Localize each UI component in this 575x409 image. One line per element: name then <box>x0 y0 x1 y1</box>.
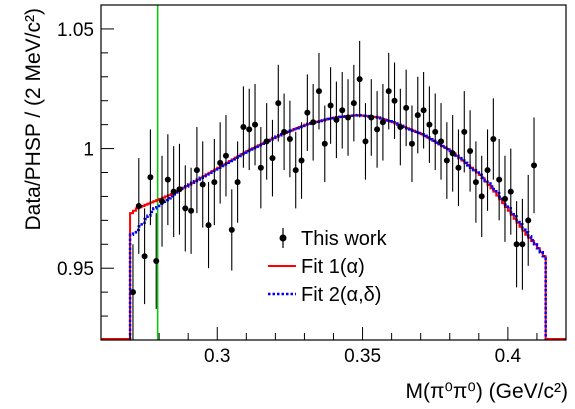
data-point <box>403 104 410 111</box>
data-point <box>240 124 247 131</box>
data-point <box>368 114 375 121</box>
data-point <box>449 150 456 157</box>
data-point <box>455 164 462 171</box>
x-tick-label: 0.3 <box>204 346 230 367</box>
data-point <box>525 217 532 224</box>
data-point <box>257 164 264 171</box>
y-axis-title: Data/PHSP / (2 MeV/c²) <box>22 8 45 231</box>
data-point <box>420 107 427 114</box>
data-point <box>129 289 136 296</box>
data-point <box>513 241 520 248</box>
data-point <box>385 88 392 95</box>
legend-label-data: This work <box>301 228 388 250</box>
data-point <box>408 140 415 147</box>
data-point <box>496 176 503 183</box>
data-point <box>472 179 479 186</box>
data-point <box>135 203 142 209</box>
data-point <box>461 128 468 135</box>
data-point <box>170 188 177 195</box>
data-point <box>490 136 497 142</box>
legend: This work Fit 1(α) Fit 2(α,δ) <box>268 228 388 306</box>
data-point <box>467 147 474 154</box>
data-point <box>298 157 305 164</box>
data-point <box>176 186 183 193</box>
data-point <box>327 102 334 109</box>
data-point <box>292 167 299 174</box>
data-point <box>350 100 357 107</box>
data-point <box>519 241 526 248</box>
data-point <box>391 97 398 104</box>
data-point <box>507 188 514 195</box>
data-point <box>397 124 404 131</box>
data-point <box>339 107 346 114</box>
data-point <box>147 174 154 181</box>
data-point <box>269 155 276 162</box>
data-point <box>217 159 224 166</box>
axes: 0.3 0.35 0.4 0.95 1 1.05 <box>57 4 567 367</box>
y-tick-label: 1.05 <box>57 20 94 41</box>
data-point <box>443 157 450 164</box>
data-point <box>228 226 235 233</box>
data-point <box>321 140 328 147</box>
legend-label-fit1: Fit 1(α) <box>301 256 365 278</box>
data-point <box>374 126 381 133</box>
data-point <box>182 205 189 212</box>
data-point <box>362 138 369 145</box>
data-point <box>252 121 259 128</box>
data-point <box>222 152 229 159</box>
data-point <box>193 167 200 174</box>
x-tick-label: 0.35 <box>344 346 381 367</box>
data-point <box>426 121 433 128</box>
data-point <box>333 116 340 123</box>
data-point <box>141 253 148 260</box>
x-axis-title: M(π⁰π⁰) (GeV/c²) <box>406 380 568 403</box>
data-point <box>281 128 288 135</box>
plot-area <box>101 5 566 340</box>
data-point <box>246 126 253 133</box>
data-point <box>164 176 171 183</box>
data-point <box>501 195 508 202</box>
legend-entry-fit1: Fit 1(α) <box>268 256 365 278</box>
data-point <box>345 114 352 121</box>
data-point <box>379 119 386 126</box>
data-point <box>205 222 212 229</box>
data-point <box>414 112 421 119</box>
data-point <box>478 193 485 200</box>
legend-entry-data: This work <box>279 228 388 250</box>
data-point <box>531 162 538 169</box>
data-point <box>153 258 160 265</box>
data-point <box>438 138 445 145</box>
data-point <box>304 109 311 116</box>
data-point <box>199 181 206 188</box>
data-point <box>356 76 363 83</box>
data-point <box>263 138 270 145</box>
data-point <box>315 88 322 95</box>
data-point <box>310 119 317 126</box>
data-point <box>432 128 439 135</box>
data-point <box>234 179 241 186</box>
y-tick-label: 1 <box>83 140 94 161</box>
data-point <box>211 179 218 186</box>
y-tick-label: 0.95 <box>57 259 94 280</box>
x-tick-label: 0.4 <box>495 346 522 367</box>
data-point <box>286 136 293 142</box>
legend-entry-fit2: Fit 2(α,δ) <box>268 284 381 306</box>
data-point <box>188 207 195 214</box>
data-point <box>484 167 491 174</box>
legend-label-fit2: Fit 2(α,δ) <box>301 284 381 306</box>
legend-data-marker <box>279 234 287 242</box>
data-point <box>275 100 282 107</box>
data-point <box>159 198 166 205</box>
fit2-line <box>128 113 547 340</box>
